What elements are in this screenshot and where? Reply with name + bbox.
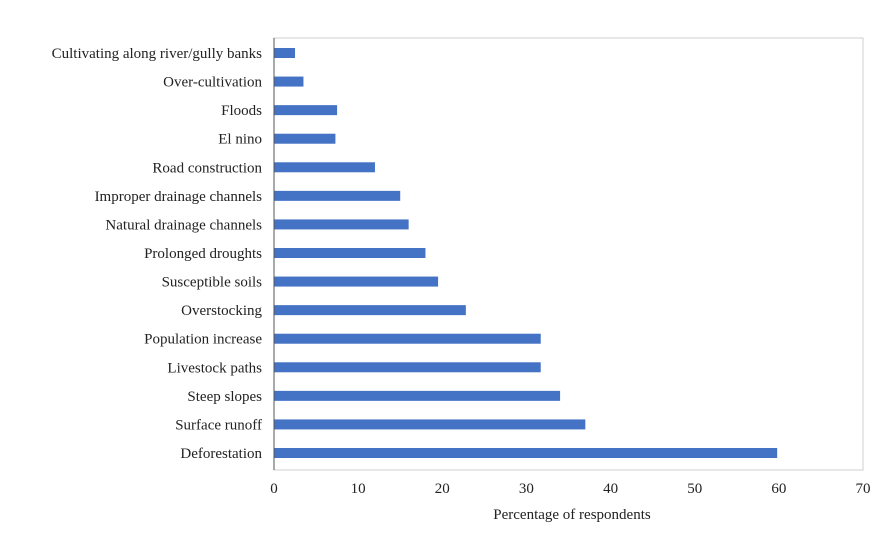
x-tick-label: 20 <box>435 481 450 497</box>
category-labels: Cultivating along river/gully banks Over-… <box>52 46 263 462</box>
x-tick-label: 40 <box>603 481 618 497</box>
bar <box>274 162 375 173</box>
x-tick-label: 30 <box>519 481 534 497</box>
bar <box>274 105 338 116</box>
bar <box>274 448 778 458</box>
category-label: Prolonged droughts <box>144 246 262 262</box>
x-axis-ticks: 0 10 20 30 40 50 60 70 <box>270 481 870 497</box>
category-label: Livestock paths <box>167 360 262 376</box>
category-label: Improper drainage channels <box>95 189 263 205</box>
x-tick-label: 70 <box>856 481 871 497</box>
bar <box>274 133 336 144</box>
bar <box>274 190 401 201</box>
category-label: Overstocking <box>181 303 262 319</box>
category-label: Floods <box>221 103 262 119</box>
bar <box>274 219 409 230</box>
bars-layer <box>274 48 778 458</box>
x-tick-label: 60 <box>771 481 786 497</box>
bar <box>274 305 466 316</box>
bar <box>274 276 439 287</box>
category-label: Surface runoff <box>175 417 262 433</box>
bar <box>274 248 426 258</box>
bar <box>274 419 586 430</box>
category-label: Steep slopes <box>187 389 262 405</box>
x-tick-label: 50 <box>687 481 702 497</box>
x-tick-label: 10 <box>351 481 366 497</box>
category-label: Susceptible soils <box>162 275 263 291</box>
category-label: Cultivating along river/gully banks <box>52 46 263 62</box>
bar <box>274 48 296 58</box>
category-label: Population increase <box>144 332 262 348</box>
category-label: Natural drainage channels <box>105 217 262 233</box>
bar <box>274 76 304 87</box>
bar <box>274 390 561 401</box>
category-label: Deforestation <box>180 446 262 462</box>
category-label: El nino <box>218 132 262 148</box>
bar <box>274 333 541 344</box>
category-label: Over-cultivation <box>163 75 262 91</box>
category-label: Road construction <box>152 160 262 176</box>
x-tick-label: 0 <box>270 481 278 497</box>
x-axis-title: Percentage of respondents <box>493 507 651 523</box>
bar <box>274 362 541 373</box>
